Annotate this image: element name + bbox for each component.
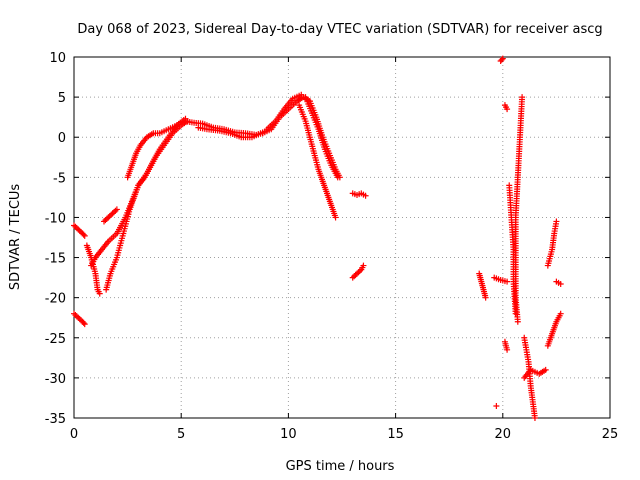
y-tick-label: -25 (45, 332, 66, 347)
series-s11 (263, 91, 305, 133)
series-s28 (544, 310, 564, 349)
series-s15 (349, 190, 369, 199)
data-point (360, 262, 367, 269)
data-point (504, 346, 511, 353)
ticks: 0 5 10 15 20 25 10 5 0 -5 -10 -15 -20 -25 -30 -35 (45, 51, 619, 442)
series-s3 (83, 242, 103, 297)
data-point (362, 192, 369, 199)
y-tick-label: 5 (58, 91, 66, 106)
series-s20 (497, 55, 506, 65)
x-tick-label: 15 (387, 427, 404, 442)
y-tick-label: -35 (45, 412, 66, 427)
data-point (557, 281, 564, 288)
data-point (557, 310, 564, 317)
series-s27 (544, 218, 560, 269)
series-s6 (101, 206, 120, 225)
series-s26 (521, 366, 549, 381)
data-point (81, 232, 88, 239)
series-s29 (553, 278, 564, 288)
data-point (332, 214, 339, 221)
series-s5 (103, 118, 191, 293)
data-point (512, 310, 519, 317)
data-point (336, 174, 343, 181)
series-s24 (506, 182, 519, 317)
x-tick-label: 20 (495, 427, 512, 442)
data-point (553, 218, 560, 225)
data-point (80, 231, 87, 238)
y-tick-label: -15 (45, 252, 66, 267)
y-tick-label: 0 (58, 131, 66, 146)
series-s10 (259, 94, 313, 137)
data-point (493, 402, 500, 409)
series-s9 (195, 124, 270, 141)
x-tick-label: 10 (280, 427, 297, 442)
data-point (173, 122, 180, 129)
y-tick-label: 10 (49, 51, 66, 66)
x-tick-label: 5 (177, 427, 185, 442)
series-s8 (182, 118, 266, 138)
x-tick-label: 0 (70, 427, 78, 442)
data-point (499, 55, 506, 62)
chart-title: Day 068 of 2023, Sidereal Day-to-day VTE… (77, 22, 602, 37)
series-s2 (71, 310, 88, 328)
x-axis-label: GPS time / hours (286, 459, 395, 474)
data-point (96, 290, 103, 297)
data-point (531, 415, 538, 421)
series-s14 (306, 98, 343, 181)
y-tick-label: -20 (45, 292, 66, 307)
data-point (542, 366, 549, 373)
data-point (504, 278, 511, 285)
series-s25 (521, 334, 538, 421)
data-point (482, 294, 489, 301)
series-s17 (476, 270, 489, 301)
y-axis-label: SDTVAR / TECUs (8, 184, 23, 291)
series-s21 (501, 102, 511, 113)
data-point (80, 319, 87, 326)
plot-frame (73, 56, 611, 419)
series-s7 (124, 122, 180, 181)
series-s1 (71, 222, 88, 239)
data-point (504, 106, 511, 113)
x-tick-label: 25 (602, 427, 619, 442)
y-tick-label: -5 (53, 171, 66, 186)
series-s18 (491, 274, 511, 285)
y-tick-label: -10 (45, 211, 66, 226)
data-points (71, 55, 564, 421)
data-point (81, 321, 88, 328)
series-s19 (493, 402, 500, 409)
data-point (514, 318, 521, 325)
data-point (298, 91, 305, 98)
data-point (498, 56, 505, 63)
y-tick-label: -30 (45, 372, 66, 387)
series-s22 (501, 338, 511, 353)
series-s12 (296, 102, 339, 221)
data-point (113, 206, 120, 213)
series-s16 (349, 262, 367, 281)
